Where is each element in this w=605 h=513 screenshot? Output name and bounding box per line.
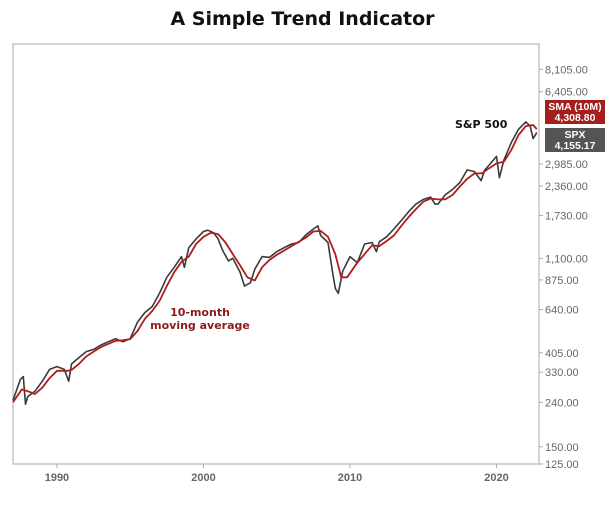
y-tick-label: 1,730.00 bbox=[545, 210, 588, 222]
plot-frame bbox=[12, 43, 540, 465]
y-tick-label: 2,360.00 bbox=[545, 181, 588, 193]
sma-10m-line bbox=[12, 124, 538, 403]
y-tick-label: 6,405.00 bbox=[545, 87, 588, 99]
spx-tag-value: 4,155.17 bbox=[555, 140, 596, 152]
chart-title: A Simple Trend Indicator bbox=[170, 8, 435, 30]
sma-annotation-line2: moving average bbox=[150, 319, 250, 332]
sp500-label: S&P 500 bbox=[455, 118, 508, 131]
sma-tag: SMA (10M) 4,308.80 bbox=[545, 100, 605, 124]
y-tick-label: 8,105.00 bbox=[545, 64, 588, 76]
sma-annotation-line1: 10-month bbox=[170, 306, 230, 319]
sma-tag-value: 4,308.80 bbox=[555, 112, 596, 124]
y-tick-label: 125.00 bbox=[545, 459, 579, 471]
x-tick-label: 1990 bbox=[45, 472, 69, 484]
x-tick-label: 2020 bbox=[484, 472, 508, 484]
spx-tag: SPX 4,155.17 bbox=[545, 128, 605, 152]
y-tick-label: 330.00 bbox=[545, 367, 579, 379]
y-tick-label: 240.00 bbox=[545, 397, 579, 409]
y-tick-label: 2,985.00 bbox=[545, 159, 588, 171]
x-tick-label: 2010 bbox=[338, 472, 362, 484]
spx-tag-name: SPX bbox=[564, 129, 585, 141]
sp500-price-line bbox=[12, 121, 538, 406]
y-tick-label: 1,100.00 bbox=[545, 253, 588, 265]
x-axis: 1990 2000 2010 2020 bbox=[45, 464, 509, 484]
y-tick-label: 640.00 bbox=[545, 305, 579, 317]
y-tick-label: 875.00 bbox=[545, 275, 579, 287]
y-tick-label: 150.00 bbox=[545, 442, 579, 454]
y-axis: 125.00 150.00 240.00 330.00 405.00 640.00 875.… bbox=[539, 64, 588, 471]
sma-tag-name: SMA (10M) bbox=[548, 101, 601, 113]
y-tick-label: 405.00 bbox=[545, 348, 579, 360]
x-tick-label: 2000 bbox=[191, 472, 215, 484]
